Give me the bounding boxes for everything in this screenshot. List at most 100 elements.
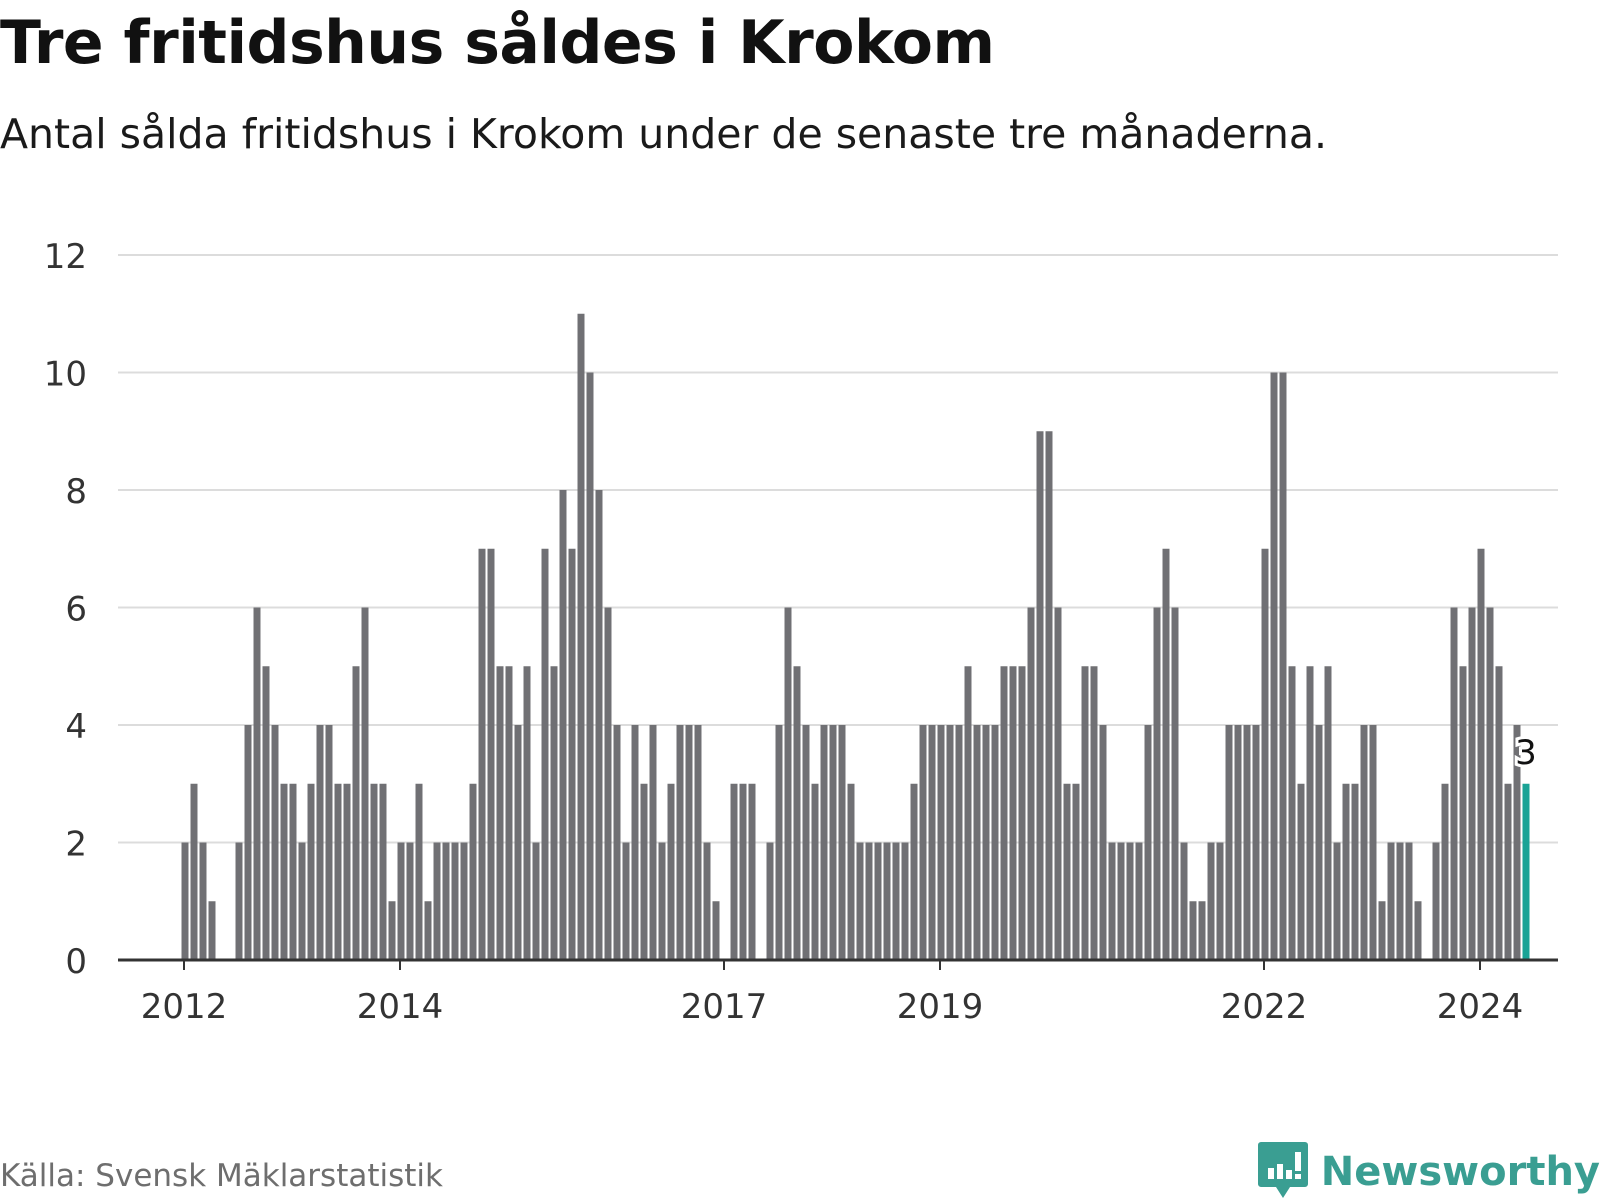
bar: [352, 666, 360, 960]
bar: [586, 372, 594, 960]
y-tick-label: 4: [65, 707, 87, 747]
bar: [1324, 666, 1332, 960]
bar: [820, 725, 828, 960]
y-tick-label: 0: [65, 942, 87, 982]
x-tick-label: 2014: [357, 987, 444, 1027]
bar: [1441, 783, 1449, 960]
bar: [289, 783, 297, 960]
x-tick-label: 2017: [681, 987, 768, 1027]
bar: [1000, 666, 1008, 960]
bar: [523, 666, 531, 960]
bar: [1504, 783, 1512, 960]
x-axis: [118, 958, 1558, 970]
bar: [622, 842, 630, 960]
bar: [487, 548, 495, 960]
x-axis-labels: 2012 2014 2017 2019 2022 2024: [141, 987, 1524, 1027]
bar: [919, 725, 927, 960]
bar: [1315, 725, 1323, 960]
bar: [568, 548, 576, 960]
bar: [190, 783, 198, 960]
bar: [253, 607, 261, 960]
bar: [1072, 783, 1080, 960]
bar: [631, 725, 639, 960]
bar: [1387, 842, 1395, 960]
bar: [1153, 607, 1161, 960]
bar: [1126, 842, 1134, 960]
bar: [964, 666, 972, 960]
bar: [514, 725, 522, 960]
bar: [838, 725, 846, 960]
bar: [280, 783, 288, 960]
bar: [1378, 901, 1386, 960]
bar: [937, 725, 945, 960]
bar: [649, 725, 657, 960]
bar: [388, 901, 396, 960]
bar: [1270, 372, 1278, 960]
bar-highlight: [1522, 783, 1530, 960]
bar: [1243, 725, 1251, 960]
bar: [478, 548, 486, 960]
bar: [847, 783, 855, 960]
bar: [343, 783, 351, 960]
bar: [613, 725, 621, 960]
bar: [271, 725, 279, 960]
y-tick-label: 2: [65, 825, 87, 865]
bar: [1108, 842, 1116, 960]
bar: [505, 666, 513, 960]
bar: [640, 783, 648, 960]
bar: [667, 783, 675, 960]
bar: [973, 725, 981, 960]
bar: [1180, 842, 1188, 960]
chart-title: Tre fritidshus såldes i Krokom: [0, 8, 995, 78]
bar: [703, 842, 711, 960]
bar: [1045, 431, 1053, 960]
bar: [829, 725, 837, 960]
bar: [1450, 607, 1458, 960]
x-tick-label: 2022: [1221, 987, 1308, 1027]
bar: [658, 842, 666, 960]
bars: [181, 313, 1530, 960]
bar: [1225, 725, 1233, 960]
bar: [1027, 607, 1035, 960]
highlight-value-label: 3: [1515, 733, 1537, 773]
bar: [1369, 725, 1377, 960]
bar: [694, 725, 702, 960]
bar: [406, 842, 414, 960]
gridlines: [118, 254, 1558, 844]
bar: [1297, 783, 1305, 960]
bar: [1513, 725, 1521, 960]
bar: [460, 842, 468, 960]
bar: [883, 842, 891, 960]
chart-speech-bubble-icon: [1257, 1140, 1309, 1204]
bar: [1459, 666, 1467, 960]
bar: [550, 666, 558, 960]
bar: [451, 842, 459, 960]
bar: [244, 725, 252, 960]
bar: [901, 842, 909, 960]
bar: [604, 607, 612, 960]
bar: [739, 783, 747, 960]
bar: [469, 783, 477, 960]
bar: [1171, 607, 1179, 960]
bar: [1036, 431, 1044, 960]
bar: [541, 548, 549, 960]
bar: [685, 725, 693, 960]
bar: [1486, 607, 1494, 960]
bar: [1468, 607, 1476, 960]
bar: [181, 842, 189, 960]
bar: [1306, 666, 1314, 960]
bar: [1162, 548, 1170, 960]
bar: [1090, 666, 1098, 960]
bar: [802, 725, 810, 960]
bar: [793, 666, 801, 960]
bar: [325, 725, 333, 960]
bar: [262, 666, 270, 960]
bar: [397, 842, 405, 960]
bar: [1252, 725, 1260, 960]
bar: [1198, 901, 1206, 960]
bar: [856, 842, 864, 960]
bar: [370, 783, 378, 960]
bar: [1396, 842, 1404, 960]
bar: [910, 783, 918, 960]
y-tick-label: 6: [65, 590, 87, 630]
